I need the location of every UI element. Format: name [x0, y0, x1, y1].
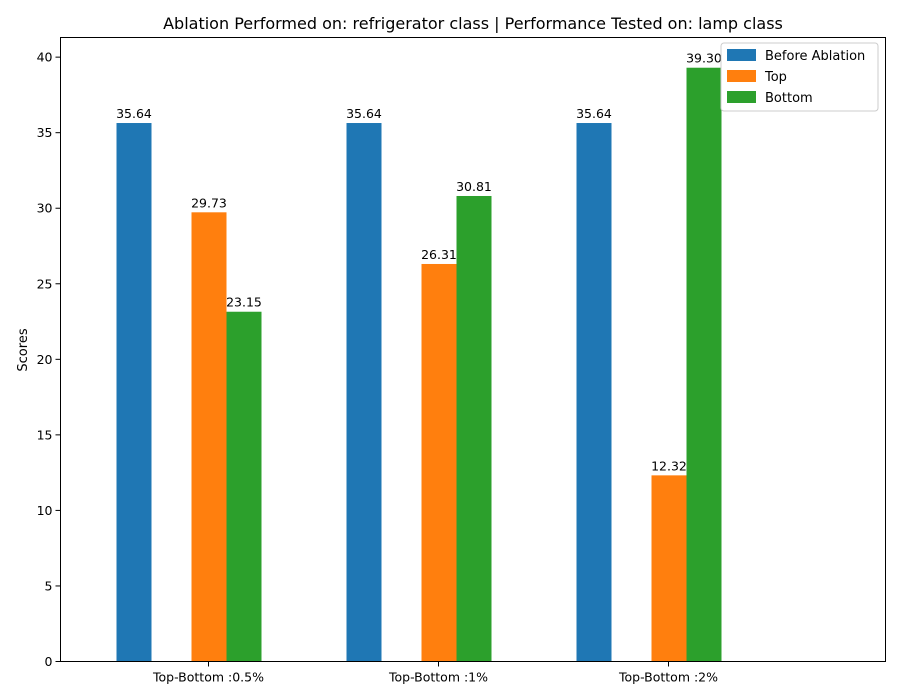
bar-value-label: 29.73 — [191, 195, 227, 210]
bar-value-label: 12.32 — [651, 458, 687, 473]
legend-box — [720, 42, 879, 112]
legend-swatch — [727, 91, 756, 103]
bar-before-ablation-2 — [346, 123, 382, 662]
y-tick-label: 30 — [37, 201, 53, 216]
y-tick-label: 15 — [37, 427, 53, 442]
bar-bottom-3 — [686, 67, 722, 662]
bar-value-label: 35.64 — [576, 106, 612, 121]
legend-swatch — [727, 49, 756, 61]
legend-items: Before Ablation Top Bottom — [727, 49, 865, 106]
bar-value-label: 30.81 — [456, 179, 492, 194]
legend: Before Ablation Top Bottom — [720, 42, 879, 112]
bar-bottom-1 — [226, 311, 262, 662]
bar-before-ablation-1 — [116, 123, 152, 662]
plot-frame — [60, 37, 886, 662]
legend-label: Top — [764, 70, 787, 85]
x-tick-label: Top-Bottom :1% — [388, 670, 488, 685]
bars-group — [116, 67, 722, 662]
legend-swatch — [727, 70, 756, 82]
y-axis-label: Scores — [16, 328, 31, 371]
bar-value-label: 39.30 — [686, 51, 722, 66]
y-tick-label: 5 — [45, 578, 53, 593]
bar-value-label: 35.64 — [346, 106, 382, 121]
y-axis-ticks: 0 5 10 15 20 25 30 35 40 — [37, 50, 61, 669]
x-tick-label: Top-Bottom :2% — [618, 670, 718, 685]
y-tick-label: 20 — [37, 352, 53, 367]
bar-before-ablation-3 — [576, 123, 612, 662]
bar-top-1 — [191, 212, 227, 662]
y-tick-label: 35 — [37, 125, 53, 140]
bar-value-label: 23.15 — [226, 295, 262, 310]
y-tick-label: 10 — [37, 503, 53, 518]
bar-top-2 — [421, 263, 457, 662]
legend-label: Before Ablation — [765, 49, 865, 64]
chart-title: Ablation Performed on: refrigerator clas… — [163, 14, 783, 33]
bar-bottom-2 — [456, 195, 492, 662]
x-tick-label: Top-Bottom :0.5% — [152, 670, 264, 685]
y-tick-label: 40 — [37, 50, 53, 65]
bar-value-label: 26.31 — [421, 247, 457, 262]
bar-labels-group: 35.64 35.64 35.64 29.73 26.31 12.32 23.15 30.81… — [116, 51, 722, 474]
legend-label: Bottom — [765, 91, 813, 106]
y-tick-label: 25 — [37, 276, 53, 291]
x-axis-ticks: Top-Bottom :0.5% Top-Bottom :1% Top-Bottom… — [152, 661, 718, 685]
bar-value-label: 35.64 — [116, 106, 152, 121]
bar-top-3 — [651, 475, 687, 662]
y-tick-label: 0 — [45, 654, 53, 669]
